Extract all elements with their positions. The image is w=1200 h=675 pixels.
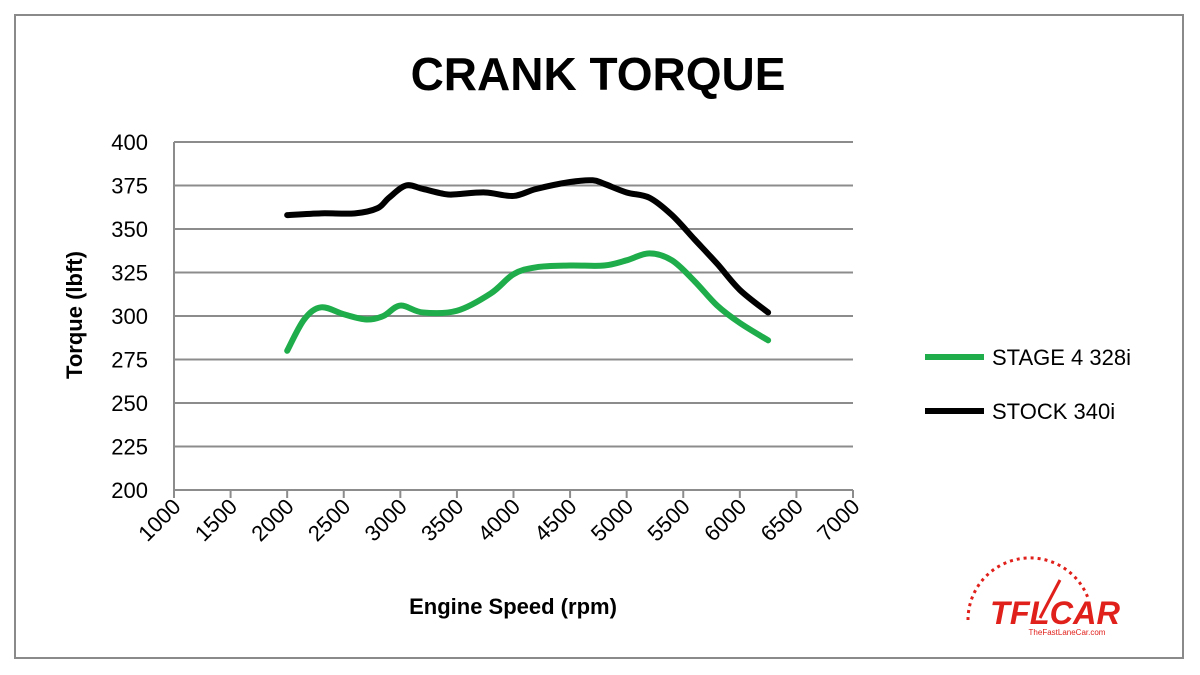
x-axis-title: Engine Speed (rpm): [409, 594, 617, 619]
x-tick-label: 3000: [360, 494, 412, 546]
y-tick-label: 350: [111, 217, 148, 242]
legend-label-0: STAGE 4 328i: [992, 345, 1131, 370]
x-tick-label: 5000: [586, 494, 638, 546]
logo-wordmark: TFLCAR: [990, 595, 1120, 631]
speedometer-needle: [1038, 579, 1062, 619]
speedometer-icon: [966, 556, 1090, 621]
tflcar-logo: TFLCAR TheFastLaneCar.com: [966, 556, 1120, 637]
x-tick-label: 6000: [699, 494, 751, 546]
x-tick-label: 2000: [246, 494, 298, 546]
series-line-1: [284, 177, 772, 316]
y-tick-label: 375: [111, 174, 148, 199]
legend: STAGE 4 328i STOCK 340i: [925, 345, 1131, 424]
x-axis-ticks: 1000 1500 2000 2500 3000 3500 4000 4500 5000 5500…: [133, 490, 865, 546]
series-line-0: [284, 250, 772, 354]
x-tick-label: 4000: [473, 494, 525, 546]
y-axis-ticks: 200 225 250 275 300 325 350 375 400: [111, 130, 148, 503]
legend-label-1: STOCK 340i: [992, 399, 1115, 424]
x-tick-label: 4500: [529, 494, 581, 546]
y-tick-label: 225: [111, 435, 148, 460]
y-tick-label: 400: [111, 130, 148, 155]
y-tick-label: 300: [111, 304, 148, 329]
y-tick-label: 325: [111, 261, 148, 286]
series-lines: [284, 177, 772, 354]
x-tick-label: 3500: [416, 494, 468, 546]
chart-title: CRANK TORQUE: [411, 48, 786, 100]
logo-subtext: TheFastLaneCar.com: [1029, 628, 1106, 637]
x-tick-label: 6500: [756, 494, 808, 546]
y-tick-label: 250: [111, 391, 148, 416]
x-tick-label: 5500: [642, 494, 694, 546]
x-tick-label: 1500: [190, 494, 242, 546]
y-axis-title: Torque (lbft): [62, 251, 87, 379]
y-tick-label: 200: [111, 478, 148, 503]
chart-frame: [14, 14, 1184, 659]
y-tick-label: 275: [111, 348, 148, 373]
x-tick-label: 7000: [812, 494, 864, 546]
x-tick-label: 2500: [303, 494, 355, 546]
